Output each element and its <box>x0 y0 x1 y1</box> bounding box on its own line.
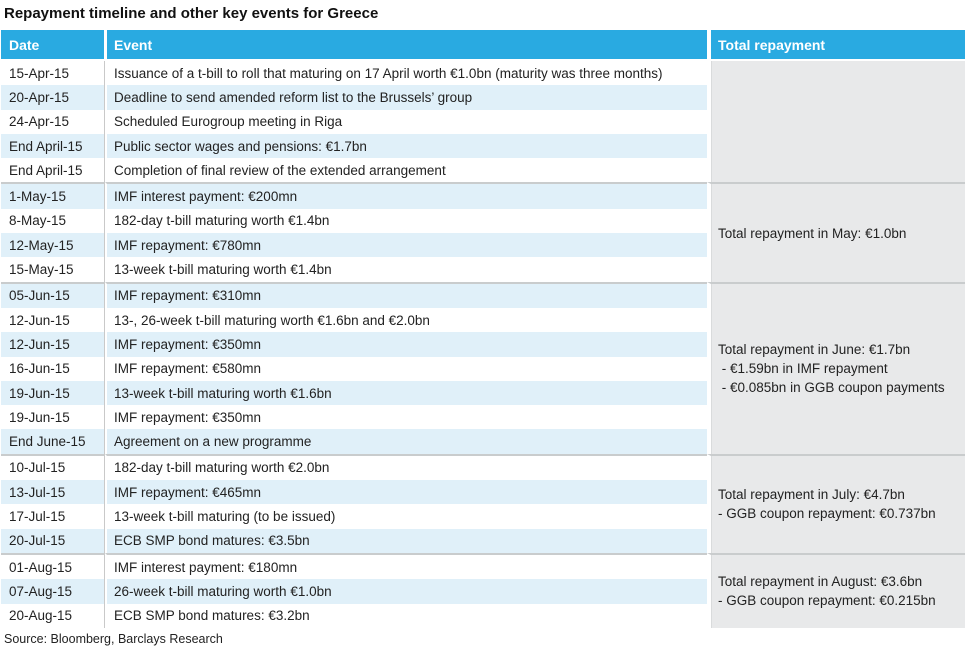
total-repayment-line: - GGB coupon repayment: €0.737bn <box>718 506 936 522</box>
page-title: Repayment timeline and other key events … <box>4 5 379 22</box>
column-header-total-repayment: Total repayment <box>707 30 965 61</box>
date-cell: 10-Jul-15 <box>1 453 105 481</box>
date-cell: 20-Aug-15 <box>1 603 105 628</box>
event-cell: ECB SMP bond matures: €3.2bn <box>105 603 707 628</box>
date-cell: 20-Jul-15 <box>1 528 105 553</box>
table-row: End April-15 Public sector wages and pens… <box>1 133 965 159</box>
table-row: 15-May-15 13-week t-bill maturing worth €… <box>1 257 965 282</box>
total-repayment-cell: Total repayment in May: €1.0bn <box>707 182 965 282</box>
table-row: 20-Jul-15 ECB SMP bond matures: €3.5bn <box>1 528 965 553</box>
event-cell: Public sector wages and pensions: €1.7bn <box>105 133 707 159</box>
date-cell: End June-15 <box>1 429 105 454</box>
table-row: End April-15 Completion of final review o… <box>1 158 965 183</box>
date-cell: 19-Jun-15 <box>1 405 105 430</box>
date-cell: 13-Jul-15 <box>1 480 105 505</box>
table-row: 05-Jun-15 IMF repayment: €310mn Total repa… <box>1 281 965 454</box>
date-cell: End April-15 <box>1 133 105 159</box>
table-row: 07-Aug-15 26-week t-bill maturing worth €… <box>1 579 965 604</box>
total-repayment-line: Total repayment in August: €3.6bn <box>718 574 923 590</box>
table-row: 10-Jul-15 182-day t-bill maturing worth €… <box>1 453 965 553</box>
total-repayment-cell: Total repayment in June: €1.7bn - €1.59b… <box>707 281 965 454</box>
column-header-date: Date <box>1 30 105 61</box>
date-cell: 01-Aug-15 <box>1 552 105 580</box>
total-repayment-cell <box>707 61 965 183</box>
table-row: 12-Jun-15 IMF repayment: €350mn <box>1 332 965 357</box>
table-row: 20-Aug-15 ECB SMP bond matures: €3.2bn <box>1 603 965 628</box>
table-row: 16-Jun-15 IMF repayment: €580mn <box>1 356 965 381</box>
event-cell: 26-week t-bill maturing worth €1.0bn <box>105 579 707 604</box>
date-cell: 15-May-15 <box>1 257 105 282</box>
date-cell: 19-Jun-15 <box>1 380 105 406</box>
event-cell: Deadline to send amended reform list to … <box>105 85 707 110</box>
table-row: 8-May-15 182-day t-bill maturing worth €1… <box>1 208 965 234</box>
date-cell: 12-May-15 <box>1 233 105 258</box>
event-cell: IMF repayment: €465mn <box>105 480 707 505</box>
event-cell: 182-day t-bill maturing worth €1.4bn <box>105 208 707 234</box>
table-body: 15-Apr-15 Issuance of a t-bill to roll th… <box>1 61 965 628</box>
date-cell: 05-Jun-15 <box>1 281 105 308</box>
table-row: 12-May-15 IMF repayment: €780mn <box>1 233 965 258</box>
event-cell: IMF interest payment: €180mn <box>105 552 707 580</box>
table-row: End June-15 Agreement on a new programme <box>1 429 965 454</box>
total-repayment-line: - GGB coupon repayment: €0.215bn <box>718 593 936 609</box>
event-cell: 182-day t-bill maturing worth €2.0bn <box>105 453 707 481</box>
total-repayment-line: - €0.085bn in GGB coupon payments <box>718 380 945 396</box>
event-cell: 13-week t-bill maturing worth €1.6bn <box>105 380 707 406</box>
event-cell: IMF repayment: €780mn <box>105 233 707 258</box>
table-row: 13-Jul-15 IMF repayment: €465mn <box>1 480 965 505</box>
table-row: 12-Jun-15 13-, 26-week t-bill maturing wo… <box>1 307 965 333</box>
total-repayment-cell: Total repayment in August: €3.6bn - GGB c… <box>707 552 965 628</box>
date-cell: 20-Apr-15 <box>1 85 105 110</box>
table-row: 15-Apr-15 Issuance of a t-bill to roll th… <box>1 61 965 183</box>
date-cell: 24-Apr-15 <box>1 109 105 134</box>
event-cell: Agreement on a new programme <box>105 429 707 454</box>
date-cell: 8-May-15 <box>1 208 105 234</box>
table-row: 1-May-15 IMF interest payment: €200mn Tota… <box>1 182 965 282</box>
total-repayment-line: - €1.59bn in IMF repayment <box>718 361 888 377</box>
column-header-event: Event <box>105 30 707 61</box>
date-cell: 12-Jun-15 <box>1 332 105 357</box>
event-cell: IMF repayment: €350mn <box>105 332 707 357</box>
date-cell: 16-Jun-15 <box>1 356 105 381</box>
total-repayment-cell: Total repayment in July: €4.7bn - GGB cou… <box>707 453 965 553</box>
event-cell: 13-, 26-week t-bill maturing worth €1.6b… <box>105 307 707 333</box>
event-cell: 13-week t-bill maturing (to be issued) <box>105 504 707 529</box>
total-repayment-line: Total repayment in July: €4.7bn <box>718 487 905 503</box>
event-cell: IMF repayment: €350mn <box>105 405 707 430</box>
event-cell: IMF repayment: €310mn <box>105 281 707 308</box>
table-row: 24-Apr-15 Scheduled Eurogroup meeting in … <box>1 109 965 134</box>
table-row: 17-Jul-15 13-week t-bill maturing (to be … <box>1 504 965 529</box>
date-cell: End April-15 <box>1 158 105 183</box>
table-header: Date Event Total repayment <box>1 30 965 61</box>
date-cell: 17-Jul-15 <box>1 504 105 529</box>
date-cell: 1-May-15 <box>1 182 105 209</box>
header-row: Date Event Total repayment <box>1 30 965 61</box>
event-cell: Issuance of a t-bill to roll that maturi… <box>105 61 707 86</box>
total-repayment-line: Total repayment in June: €1.7bn <box>718 342 911 358</box>
date-cell: 15-Apr-15 <box>1 61 105 86</box>
date-cell: 12-Jun-15 <box>1 307 105 333</box>
table-row: 20-Apr-15 Deadline to send amended reform… <box>1 85 965 110</box>
table-row: 01-Aug-15 IMF interest payment: €180mn Tot… <box>1 552 965 628</box>
total-repayment-line: Total repayment in May: €1.0bn <box>718 225 907 241</box>
event-cell: ECB SMP bond matures: €3.5bn <box>105 528 707 553</box>
table-row: 19-Jun-15 13-week t-bill maturing worth €… <box>1 380 965 406</box>
event-cell: IMF repayment: €580mn <box>105 356 707 381</box>
event-cell: Completion of final review of the extend… <box>105 158 707 183</box>
event-cell: IMF interest payment: €200mn <box>105 182 707 209</box>
event-cell: 13-week t-bill maturing worth €1.4bn <box>105 257 707 282</box>
date-cell: 07-Aug-15 <box>1 579 105 604</box>
event-cell: Scheduled Eurogroup meeting in Riga <box>105 109 707 134</box>
table-row: 19-Jun-15 IMF repayment: €350mn <box>1 405 965 430</box>
source-note: Source: Bloomberg, Barclays Research <box>4 631 223 646</box>
repayment-table: Date Event Total repayment 15-Apr-15 Issu… <box>1 30 965 628</box>
